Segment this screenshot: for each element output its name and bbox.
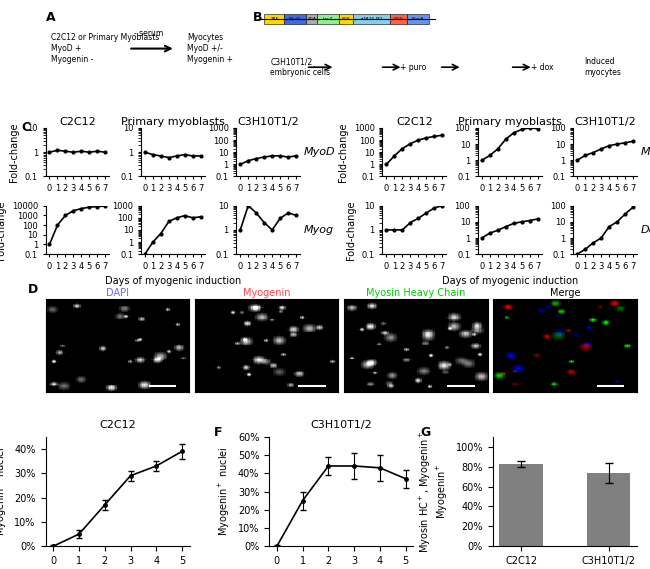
Title: Myosin Heavy Chain: Myosin Heavy Chain: [366, 288, 465, 298]
Text: C2C12 or Primary Myoblasts
MyoD +
Myogenin -: C2C12 or Primary Myoblasts MyoD + Myogen…: [51, 33, 160, 64]
Text: rtTA2S-M2: rtTA2S-M2: [361, 17, 383, 21]
Title: C2C12: C2C12: [99, 420, 136, 431]
FancyBboxPatch shape: [353, 14, 391, 24]
Text: Myocytes
MyoD +/-
Myogenin +: Myocytes MyoD +/- Myogenin +: [187, 33, 233, 64]
Text: Induced
myocytes: Induced myocytes: [584, 57, 621, 77]
FancyBboxPatch shape: [284, 14, 306, 24]
Text: IRES: IRES: [394, 17, 404, 21]
Title: Primary myoblasts: Primary myoblasts: [458, 117, 562, 127]
Title: C3H10T1/2: C3H10T1/2: [311, 420, 372, 431]
Y-axis label: Fold-change: Fold-change: [346, 200, 356, 259]
Y-axis label: Myogenin$^+$ nuclei: Myogenin$^+$ nuclei: [217, 447, 232, 536]
FancyBboxPatch shape: [339, 14, 353, 24]
Y-axis label: Fold-change: Fold-change: [0, 200, 6, 259]
Title: C3H10T1/2: C3H10T1/2: [237, 117, 299, 127]
Text: MEF2C: MEF2C: [641, 147, 650, 157]
FancyBboxPatch shape: [317, 14, 339, 24]
Text: TRE: TRE: [270, 17, 278, 21]
FancyBboxPatch shape: [265, 14, 284, 24]
Text: MyoD: MyoD: [304, 147, 335, 157]
Text: LacZ: LacZ: [323, 17, 333, 21]
Title: Merge: Merge: [550, 288, 580, 298]
Title: Primary myoblasts: Primary myoblasts: [121, 117, 225, 127]
Y-axis label: Fold-change: Fold-change: [338, 122, 348, 182]
Title: DAPI: DAPI: [106, 288, 129, 298]
Title: C2C12: C2C12: [396, 117, 433, 127]
Text: D: D: [28, 283, 38, 295]
Text: - serum: - serum: [135, 30, 164, 39]
Title: C2C12: C2C12: [59, 117, 96, 127]
Bar: [587, 473, 630, 546]
Text: + dox: + dox: [530, 63, 553, 72]
FancyBboxPatch shape: [391, 14, 407, 24]
Text: G: G: [421, 426, 431, 439]
Text: C3H10T1/2
embryonic cells: C3H10T1/2 embryonic cells: [270, 57, 330, 77]
FancyBboxPatch shape: [306, 14, 317, 24]
Text: F: F: [214, 426, 223, 439]
Text: Myog: Myog: [304, 225, 334, 235]
Y-axis label: Myosin HC$^+$, Myogenin$^+$
Myogenin$^+$: Myosin HC$^+$, Myogenin$^+$ Myogenin$^+$: [417, 431, 450, 552]
X-axis label: Days of myogenic induction: Days of myogenic induction: [441, 277, 578, 286]
Text: A: A: [46, 11, 55, 24]
Text: TGA: TGA: [307, 17, 316, 21]
X-axis label: Days of myogenic induction: Days of myogenic induction: [105, 277, 241, 286]
Text: MyoD: MyoD: [289, 17, 301, 21]
Text: PGK: PGK: [342, 17, 350, 21]
FancyBboxPatch shape: [407, 14, 430, 24]
Y-axis label: Myogenin$^+$ nuclei: Myogenin$^+$ nuclei: [0, 447, 8, 536]
Title: C3H10T1/2: C3H10T1/2: [574, 117, 636, 127]
Y-axis label: Fold-change: Fold-change: [9, 122, 20, 182]
Text: + puro: + puro: [400, 63, 426, 72]
Text: PuroR: PuroR: [412, 17, 424, 21]
Text: Desmin: Desmin: [641, 225, 650, 235]
Title: Myogenin: Myogenin: [243, 288, 291, 298]
Text: B: B: [252, 11, 262, 24]
Text: C: C: [21, 121, 31, 134]
Bar: [499, 464, 543, 546]
